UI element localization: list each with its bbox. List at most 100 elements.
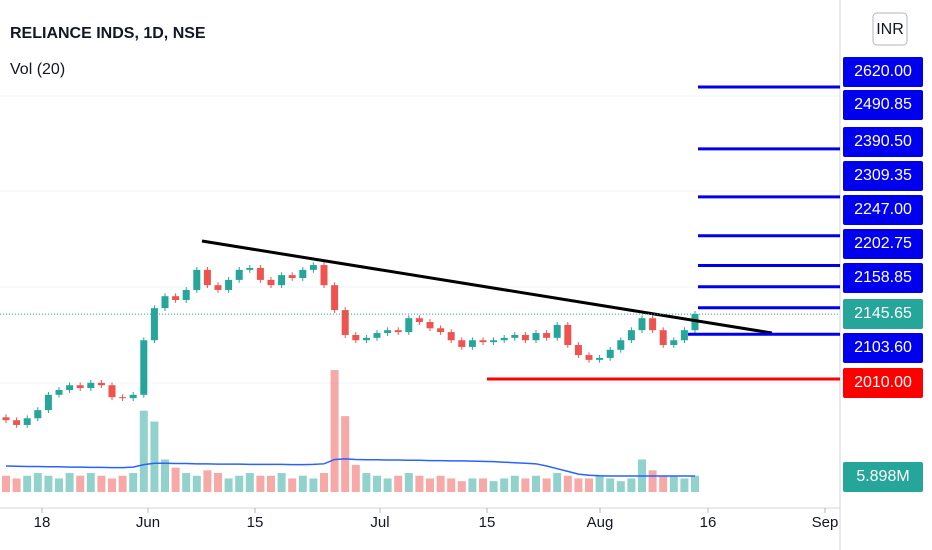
price-label-box — [843, 195, 923, 225]
volume-bar — [457, 481, 466, 492]
price-label-box — [843, 333, 923, 363]
volume-bar — [542, 478, 551, 492]
x-tick-label: Aug — [587, 514, 614, 531]
candle-body — [437, 328, 445, 333]
volume-bar — [320, 473, 328, 492]
volume-bar — [436, 475, 445, 492]
volume-ma-line — [5, 458, 696, 477]
price-label: 2309.35 — [854, 167, 912, 184]
volume-bar — [2, 475, 10, 492]
volume-bar — [606, 478, 615, 492]
candle-body — [352, 334, 360, 341]
candle-body — [320, 265, 328, 286]
candle-body — [172, 296, 180, 301]
price-label-box — [843, 127, 923, 157]
price-label: 2103.60 — [854, 339, 912, 356]
volume-label-box — [843, 462, 923, 492]
volume-bar — [447, 478, 456, 492]
candle-body — [97, 382, 105, 386]
candle-body — [246, 267, 254, 270]
x-tick-label: Jul — [370, 514, 389, 531]
candle-body — [140, 340, 148, 395]
volume-bar — [224, 478, 233, 492]
candle-body — [55, 390, 63, 395]
x-tick-label: 15 — [247, 514, 264, 531]
candle-body — [362, 337, 370, 341]
candle-body — [373, 333, 381, 338]
volume-bar — [108, 478, 116, 492]
symbol-title: RELIANCE INDS, 1D, NSE — [10, 25, 206, 42]
candle-body — [627, 330, 635, 341]
volume-bar — [97, 475, 106, 492]
volume-bar — [489, 481, 498, 492]
volume-bar — [55, 478, 63, 492]
candle-body — [2, 417, 10, 421]
volume-bar — [648, 470, 657, 492]
candle-body — [617, 340, 625, 350]
candle-body — [225, 279, 233, 290]
volume-bar — [129, 473, 138, 492]
candle-body — [23, 418, 31, 425]
volume-bar — [12, 478, 21, 492]
x-tick-label: Sep — [812, 514, 839, 531]
candle-body — [490, 340, 498, 343]
x-tick-label: 18 — [34, 514, 51, 531]
candle-body — [479, 340, 487, 343]
price-label: 2490.85 — [854, 96, 912, 113]
volume-bar — [171, 467, 180, 492]
volume-bar — [553, 473, 562, 492]
candle-body — [161, 296, 169, 309]
price-label: 2202.75 — [854, 235, 912, 252]
volume-bar — [500, 478, 509, 492]
candle-body — [182, 289, 190, 301]
currency-button[interactable] — [872, 12, 908, 46]
candle-body — [596, 357, 604, 360]
candle-body — [649, 318, 657, 331]
candle-body — [543, 333, 551, 338]
volume-bar — [267, 475, 275, 492]
candle-body — [670, 340, 678, 346]
volume-bar — [574, 478, 583, 492]
volume-bar — [394, 475, 403, 492]
candle-body — [691, 314, 699, 331]
currency-label[interactable]: INR — [876, 21, 904, 38]
candle-body — [129, 394, 137, 399]
volume-bar — [680, 478, 689, 492]
volume-bar — [330, 370, 339, 492]
candle-body — [606, 349, 614, 358]
candle-body — [288, 275, 296, 279]
candle-body — [415, 318, 423, 323]
candle-body — [511, 334, 519, 338]
candle-body — [585, 355, 593, 360]
volume-bar — [235, 475, 244, 492]
volume-bar — [150, 421, 159, 492]
volume-bar — [65, 473, 74, 492]
volume-bar — [277, 473, 286, 492]
volume-bar — [245, 473, 254, 492]
candle-body — [108, 385, 116, 398]
candle-body — [341, 310, 349, 335]
price-label-box — [843, 368, 923, 398]
candle-body — [458, 340, 466, 347]
volume-bar — [139, 410, 148, 492]
candle-body — [76, 385, 84, 389]
x-tick-label: 15 — [479, 514, 496, 531]
candle-body — [553, 324, 561, 338]
candle-body — [13, 420, 21, 425]
volume-bar — [298, 475, 307, 492]
price-label-box — [843, 90, 923, 120]
candle-body — [34, 410, 42, 419]
volume-bar — [362, 473, 371, 492]
candle-body — [66, 385, 74, 391]
candle-body — [278, 275, 286, 286]
volume-bar — [161, 459, 169, 492]
candle-body — [384, 330, 392, 334]
volume-bar — [203, 470, 212, 492]
volume-bar — [86, 473, 95, 492]
volume-bar — [563, 475, 572, 492]
volume-bar — [23, 475, 32, 492]
candle-body — [150, 308, 158, 341]
volume-bar — [373, 475, 381, 492]
candle-body — [44, 394, 52, 411]
